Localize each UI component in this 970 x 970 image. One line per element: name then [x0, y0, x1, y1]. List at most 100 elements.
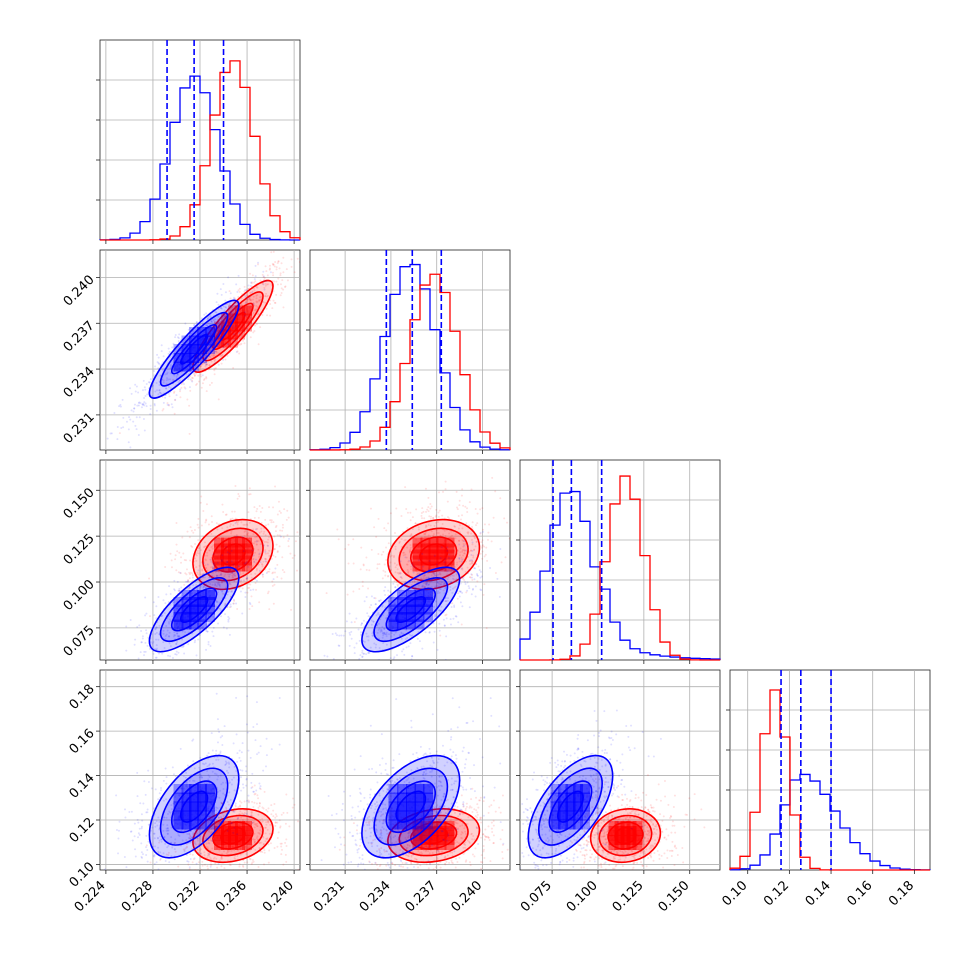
scatter-point [344, 547, 347, 550]
scatter-point [162, 379, 165, 382]
scatter-point [266, 541, 269, 544]
scatter-point [159, 391, 162, 394]
scatter-point [437, 511, 440, 514]
scatter-point [215, 692, 218, 695]
scatter-point [508, 537, 510, 540]
scatter-point [413, 566, 416, 569]
scatter-point [253, 801, 256, 804]
scatter-point [231, 326, 234, 329]
scatter-point [245, 289, 248, 292]
scatter-point [384, 574, 387, 577]
scatter-point [169, 365, 172, 368]
scatter-point [376, 563, 379, 566]
scatter-point [206, 347, 209, 350]
scatter-point [482, 530, 485, 533]
scatter-point [216, 528, 219, 531]
scatter-panel-3-0: 0.100.120.140.160.180.224 0.228 0.232 0.236… [67, 669, 301, 915]
scatter-point [253, 793, 256, 796]
scatter-point [246, 524, 249, 527]
scatter-point [277, 881, 279, 883]
scatter-point [213, 352, 216, 355]
scatter-point [234, 484, 237, 487]
scatter-point [167, 378, 170, 381]
scatter-point [219, 346, 222, 349]
scatter-point [268, 506, 271, 509]
scatter-point [249, 493, 252, 496]
scatter-point [470, 559, 473, 562]
scatter-point [243, 314, 246, 317]
scatter-point [421, 507, 424, 510]
scatter-point [269, 303, 272, 306]
scatter-point [193, 371, 196, 374]
scatter-point [224, 315, 227, 318]
contour-series-0 [148, 299, 240, 399]
scatter-point [479, 531, 482, 534]
scatter-point [214, 367, 217, 370]
scatter-point [221, 319, 224, 322]
scatter-point [262, 301, 265, 304]
scatter-point [238, 352, 241, 355]
scatter-point [201, 382, 204, 385]
scatter-point [239, 573, 242, 576]
scatter-point [221, 354, 224, 357]
scatter-point [263, 286, 266, 289]
scatter-point [236, 607, 239, 610]
scatter-point [201, 864, 204, 867]
scatter-point [257, 261, 260, 264]
scatter-point [179, 571, 182, 574]
scatter-point [229, 603, 232, 606]
density-cell [196, 344, 207, 355]
scatter-point [233, 580, 236, 583]
scatter-point [465, 522, 468, 525]
scatter-point [243, 342, 246, 345]
scatter-point [228, 303, 231, 306]
scatter-point [144, 596, 147, 599]
scatter-point [255, 297, 258, 300]
scatter-point [143, 404, 146, 407]
scatter-point [199, 501, 202, 504]
scatter-point [258, 805, 261, 808]
scatter-point [93, 670, 95, 672]
scatter-point [491, 476, 494, 479]
scatter-point [169, 869, 171, 870]
scatter-point [235, 602, 238, 605]
scatter-point [141, 635, 144, 638]
scatter-point [133, 407, 136, 410]
scatter-point [190, 332, 193, 335]
scatter-point [210, 566, 213, 569]
scatter-point [213, 319, 216, 322]
scatter-point [200, 317, 203, 320]
scatter-point [262, 280, 265, 283]
scatter-point [188, 873, 190, 875]
scatter-point [459, 601, 462, 604]
scatter-point [462, 576, 465, 579]
scatter-point [224, 613, 227, 616]
scatter-point [338, 634, 341, 637]
scatter-point [398, 579, 401, 582]
scatter-point [132, 410, 135, 413]
scatter-point [235, 351, 238, 354]
scatter-point [424, 631, 427, 634]
scatter-point [260, 562, 263, 565]
scatter-point [176, 580, 179, 583]
scatter-point [484, 553, 487, 556]
scatter-point [167, 392, 170, 395]
scatter-point [190, 376, 193, 379]
scatter-point [240, 334, 243, 337]
scatter-point [444, 488, 447, 491]
scatter-point [203, 361, 206, 364]
scatter-point [171, 406, 174, 409]
scatter-point [224, 573, 227, 576]
scatter-point [283, 571, 286, 574]
scatter-point [250, 299, 253, 302]
scatter-point [252, 533, 255, 536]
scatter-point [178, 587, 181, 590]
scatter-point [191, 377, 194, 380]
density-cell [227, 313, 238, 324]
scatter-point [207, 523, 210, 526]
scatter-point [226, 342, 229, 345]
scatter-point [202, 362, 205, 365]
scatter-point [206, 324, 209, 327]
scatter-point [129, 418, 132, 421]
